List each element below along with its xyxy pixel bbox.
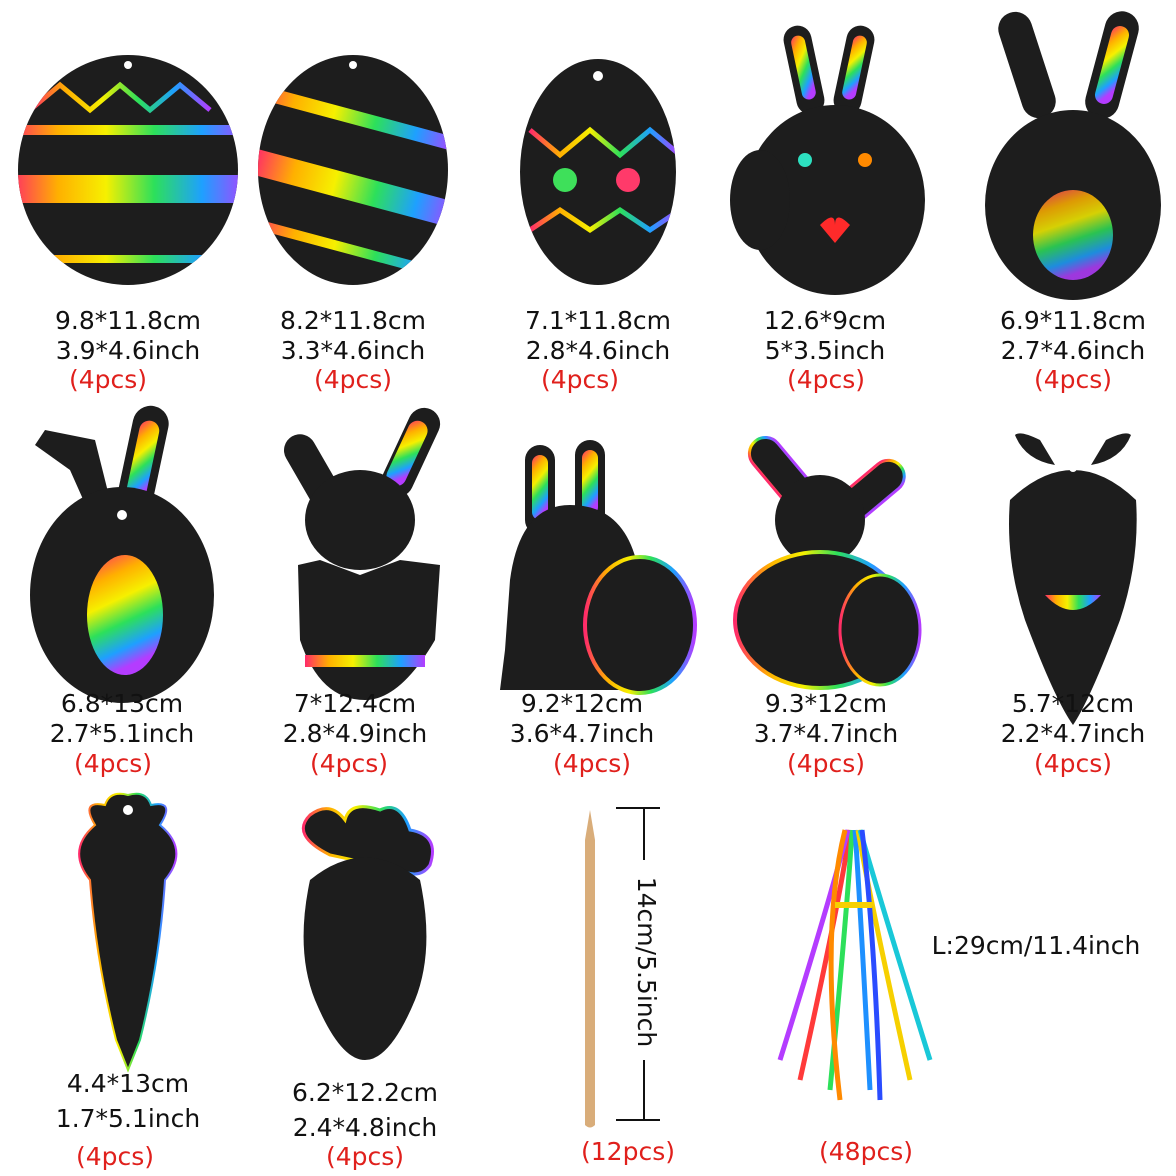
size-cm: 5.7*12cm: [1012, 689, 1134, 718]
quantity: (4pcs): [326, 1142, 404, 1171]
quantity: (4pcs): [541, 365, 619, 394]
stick-length: 14cm/5.5inch: [632, 877, 661, 1047]
size-inch: 2.4*4.8inch: [293, 1113, 437, 1142]
ribbon-length: L:29cm/11.4inch: [932, 931, 1141, 960]
size-inch: 2.8*4.6inch: [526, 336, 670, 365]
size-inch: 3.7*4.7inch: [754, 719, 898, 748]
quantity: (4pcs): [74, 749, 152, 778]
size-cm: 7*12.4cm: [294, 689, 416, 718]
size-inch: 3.9*4.6inch: [56, 336, 200, 365]
size-inch: 2.8*4.9inch: [283, 719, 427, 748]
quantity: (4pcs): [787, 749, 865, 778]
size-inch: 2.7*5.1inch: [50, 719, 194, 748]
stick-quantity: (12pcs): [581, 1137, 675, 1166]
quantity: (4pcs): [787, 365, 865, 394]
size-cm: 6.8*13cm: [61, 689, 183, 718]
size-inch: 1.7*5.1inch: [56, 1104, 200, 1133]
size-inch: 3.3*4.6inch: [281, 336, 425, 365]
size-inch: 2.2*4.7inch: [1001, 719, 1145, 748]
quantity: (4pcs): [1034, 749, 1112, 778]
size-inch: 2.7*4.6inch: [1001, 336, 1145, 365]
size-inch: 3.6*4.7inch: [510, 719, 654, 748]
quantity: (4pcs): [1034, 365, 1112, 394]
size-cm: 9.2*12cm: [521, 689, 643, 718]
quantity: (4pcs): [76, 1142, 154, 1171]
size-cm: 9.8*11.8cm: [55, 306, 201, 335]
quantity: (4pcs): [69, 365, 147, 394]
quantity: (4pcs): [310, 749, 388, 778]
quantity: (4pcs): [314, 365, 392, 394]
size-cm: 4.4*13cm: [67, 1069, 189, 1098]
size-inch: 5*3.5inch: [765, 336, 886, 365]
size-cm: 7.1*11.8cm: [525, 306, 671, 335]
size-cm: 6.9*11.8cm: [1000, 306, 1146, 335]
ribbon-quantity: (48pcs): [819, 1137, 913, 1166]
size-cm: 6.2*12.2cm: [292, 1078, 438, 1107]
size-cm: 9.3*12cm: [765, 689, 887, 718]
size-cm: 12.6*9cm: [764, 306, 886, 335]
quantity: (4pcs): [553, 749, 631, 778]
size-cm: 8.2*11.8cm: [280, 306, 426, 335]
